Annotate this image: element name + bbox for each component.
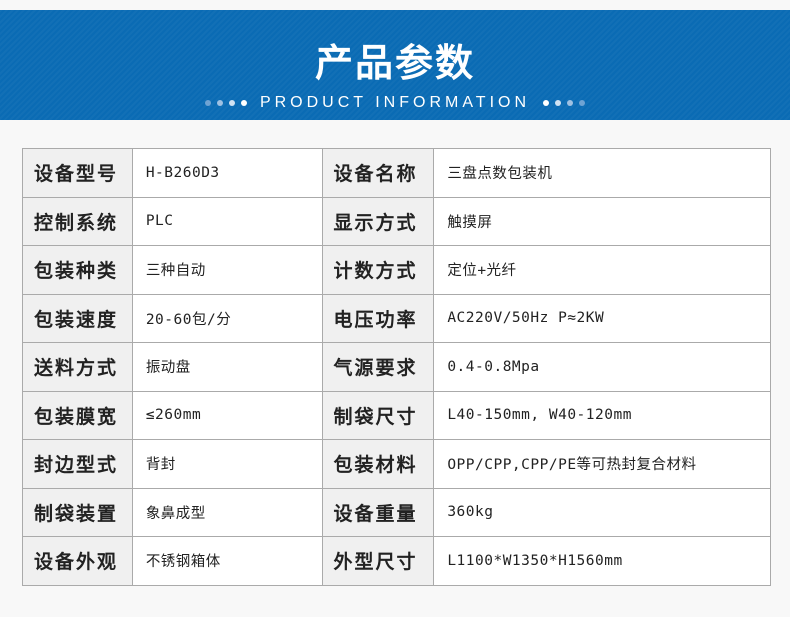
spec-label: 显示方式	[321, 196, 435, 246]
spec-label: 设备型号	[22, 148, 133, 198]
spec-label: 设备重量	[321, 487, 435, 537]
spec-label: 包装膜宽	[22, 390, 133, 440]
spec-value: 背封	[131, 439, 323, 489]
spec-value: 不锈钢箱体	[131, 536, 323, 586]
spec-value: 360kg	[433, 487, 771, 537]
page-subtitle: PRODUCT INFORMATION	[259, 94, 531, 112]
table-row: 设备外观 不锈钢箱体 外型尺寸 L1100*W1350*H1560mm	[22, 536, 771, 586]
spec-value: 触摸屏	[433, 196, 771, 246]
table-row: 包装种类 三种自动 计数方式 定位+光纤	[22, 245, 771, 295]
spec-label: 包装种类	[22, 245, 133, 295]
table-row: 包装速度 20-60包/分 电压功率 AC220V/50Hz P≈2KW	[22, 293, 771, 343]
spec-label: 设备外观	[22, 536, 133, 586]
dots-left-icon	[202, 94, 250, 112]
spec-value: 20-60包/分	[131, 293, 323, 343]
spec-label: 气源要求	[321, 342, 435, 392]
spec-label: 外型尺寸	[321, 536, 435, 586]
spec-value: 三种自动	[131, 245, 323, 295]
spec-label: 送料方式	[22, 342, 133, 392]
spec-value: 象鼻成型	[131, 487, 323, 537]
spec-label: 封边型式	[22, 439, 133, 489]
table-row: 封边型式 背封 包装材料 OPP/CPP,CPP/PE等可热封复合材料	[22, 439, 771, 489]
spec-value: ≤260mm	[131, 390, 323, 440]
spec-value: 三盘点数包装机	[433, 148, 771, 198]
spec-value: OPP/CPP,CPP/PE等可热封复合材料	[433, 439, 771, 489]
table-row: 送料方式 振动盘 气源要求 0.4-0.8Mpa	[22, 342, 771, 392]
spec-table: 设备型号 H-B260D3 设备名称 三盘点数包装机 控制系统 PLC 显示方式 触摸屏 包装种…	[22, 148, 771, 586]
spec-value: L1100*W1350*H1560mm	[433, 536, 771, 586]
dots-right-icon	[540, 94, 588, 112]
spec-value: AC220V/50Hz P≈2KW	[433, 293, 771, 343]
spec-label: 包装材料	[321, 439, 435, 489]
spec-label: 计数方式	[321, 245, 435, 295]
table-row: 制袋装置 象鼻成型 设备重量 360kg	[22, 487, 771, 537]
subtitle-row: PRODUCT INFORMATION	[0, 94, 790, 112]
spec-value: 振动盘	[131, 342, 323, 392]
table-row: 设备型号 H-B260D3 设备名称 三盘点数包装机	[22, 148, 771, 198]
spec-label: 制袋装置	[22, 487, 133, 537]
spec-label: 电压功率	[321, 293, 435, 343]
header-banner: 产品参数 PRODUCT INFORMATION	[0, 10, 790, 120]
table-row: 包装膜宽 ≤260mm 制袋尺寸 L40-150mm, W40-120mm	[22, 390, 771, 440]
spec-value: PLC	[131, 196, 323, 246]
spec-value: L40-150mm, W40-120mm	[433, 390, 771, 440]
spec-value: 定位+光纤	[433, 245, 771, 295]
spec-value: H-B260D3	[131, 148, 323, 198]
spec-label: 设备名称	[321, 148, 435, 198]
spec-label: 包装速度	[22, 293, 133, 343]
page-title: 产品参数	[314, 41, 475, 85]
spec-value: 0.4-0.8Mpa	[433, 342, 771, 392]
spec-label: 制袋尺寸	[321, 390, 435, 440]
table-row: 控制系统 PLC 显示方式 触摸屏	[22, 196, 771, 246]
spec-label: 控制系统	[22, 196, 133, 246]
